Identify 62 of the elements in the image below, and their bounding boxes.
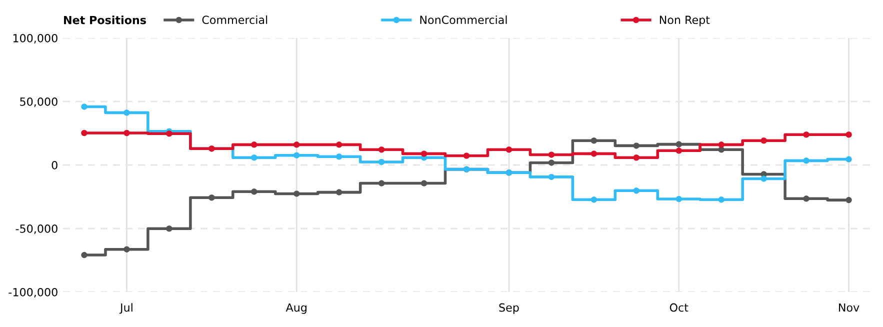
point	[378, 146, 385, 153]
legend-label: Non Rept	[660, 16, 710, 26]
y-tick-label: 0	[52, 160, 58, 170]
point	[81, 130, 88, 136]
point	[378, 180, 385, 186]
point	[718, 142, 724, 148]
point	[590, 137, 598, 144]
x-tick-label: Oct	[670, 303, 688, 312]
x-tick-label: Nov	[839, 303, 860, 312]
point	[251, 188, 258, 195]
x-tick-label: Sep	[499, 303, 519, 314]
point	[548, 160, 555, 166]
point	[548, 174, 555, 180]
point	[718, 196, 724, 203]
point	[251, 142, 258, 148]
point	[803, 158, 810, 164]
point	[506, 146, 512, 153]
y-tick-label: -50,000	[16, 224, 58, 234]
point	[633, 142, 640, 149]
point	[166, 130, 172, 137]
point	[676, 141, 682, 148]
point	[803, 132, 810, 138]
point	[293, 152, 300, 158]
y-tick-label: 100,000	[13, 34, 58, 44]
point	[378, 158, 385, 166]
point	[590, 196, 598, 203]
legend-label: NonCommercial	[420, 15, 507, 24]
point	[633, 188, 640, 194]
point	[463, 152, 470, 159]
x-tick-label: Aug	[286, 303, 306, 314]
point	[208, 194, 215, 201]
point	[124, 110, 130, 116]
point	[676, 148, 682, 154]
point	[676, 196, 682, 202]
point	[420, 150, 428, 157]
legend-title: Net Positions	[64, 16, 146, 24]
point	[718, 146, 724, 153]
point	[81, 104, 88, 110]
y-tick-label: -100,000	[8, 288, 58, 298]
point	[336, 142, 342, 148]
x-tick-label: Jul	[119, 303, 132, 314]
point	[633, 154, 640, 161]
point	[590, 150, 598, 157]
point	[548, 152, 555, 158]
point	[336, 153, 342, 160]
point	[760, 176, 767, 182]
legend-label: Commercial	[202, 15, 268, 24]
point	[293, 190, 300, 197]
point	[420, 180, 428, 186]
point	[803, 196, 810, 202]
point	[293, 142, 300, 148]
point	[124, 130, 130, 136]
point	[336, 189, 342, 196]
point	[760, 137, 767, 144]
point	[846, 132, 852, 138]
point	[124, 246, 130, 252]
point	[251, 154, 258, 161]
point	[846, 196, 852, 204]
y-tick-label: 50,000	[20, 97, 58, 108]
point	[81, 252, 88, 258]
point	[166, 226, 172, 232]
point	[846, 156, 852, 162]
